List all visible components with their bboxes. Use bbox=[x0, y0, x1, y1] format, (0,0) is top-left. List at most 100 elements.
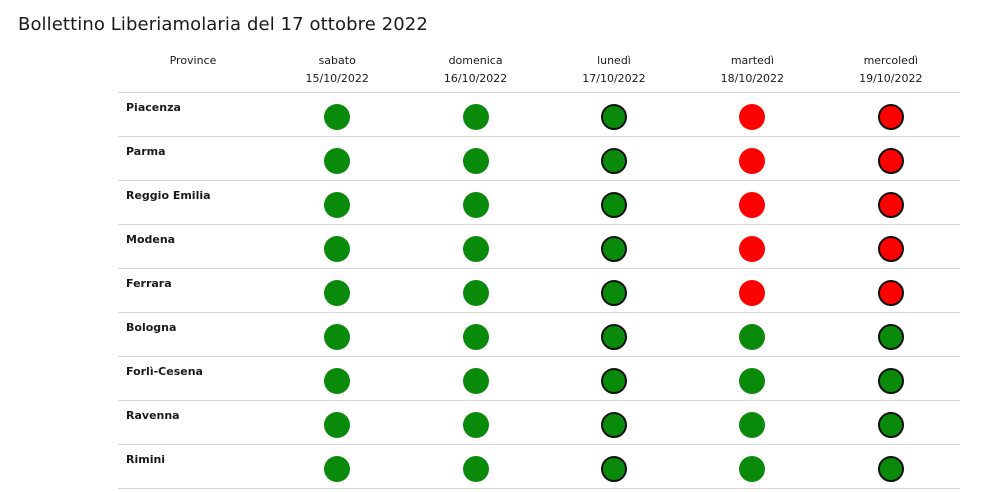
green-status-dot-icon bbox=[324, 103, 351, 130]
green-status-dot-icon bbox=[600, 103, 627, 130]
table-row: Rimini bbox=[118, 444, 960, 489]
province-name: Bologna bbox=[118, 312, 268, 357]
status-cell bbox=[683, 92, 822, 137]
green-status-dot-icon bbox=[462, 367, 489, 394]
bulletin-table: Province sabato 15/10/2022 domenica 16/10/… bbox=[118, 52, 960, 489]
green-status-dot-icon bbox=[324, 455, 351, 482]
status-cell bbox=[268, 268, 407, 313]
green-status-dot-icon bbox=[462, 235, 489, 262]
day-name: sabato bbox=[318, 54, 356, 67]
green-status-dot-icon bbox=[324, 191, 351, 218]
province-name: Piacenza bbox=[118, 92, 268, 137]
table-row: Forlì-Cesena bbox=[118, 356, 960, 401]
status-cell bbox=[406, 444, 545, 489]
green-status-dot-icon bbox=[462, 279, 489, 306]
status-cell bbox=[544, 356, 684, 401]
green-status-dot-icon bbox=[324, 367, 351, 394]
table-row: Piacenza bbox=[118, 92, 960, 137]
table-row: Reggio Emilia bbox=[118, 180, 960, 225]
day-date: 16/10/2022 bbox=[443, 72, 508, 85]
table-body: Piacenza Parma Reggio Emilia Modena Ferrara B… bbox=[118, 92, 960, 489]
green-status-dot-icon bbox=[739, 367, 766, 394]
status-cell bbox=[268, 312, 407, 357]
province-name: Ferrara bbox=[118, 268, 268, 313]
green-status-dot-icon bbox=[324, 147, 351, 174]
table-row: Modena bbox=[118, 224, 960, 269]
green-status-dot-icon bbox=[877, 367, 904, 394]
day-column-header: martedì 18/10/2022 bbox=[683, 52, 822, 93]
green-status-dot-icon bbox=[462, 323, 489, 350]
red-status-dot-icon bbox=[739, 191, 766, 218]
province-column-header: Province bbox=[118, 52, 268, 93]
status-cell bbox=[821, 444, 960, 489]
green-status-dot-icon bbox=[324, 279, 351, 306]
page-title: Bollettino Liberiamolaria del 17 ottobre… bbox=[18, 14, 428, 35]
status-cell bbox=[268, 92, 407, 137]
green-status-dot-icon bbox=[462, 147, 489, 174]
green-status-dot-icon bbox=[739, 411, 766, 438]
status-cell bbox=[268, 224, 407, 269]
red-status-dot-icon bbox=[739, 147, 766, 174]
status-cell bbox=[268, 180, 407, 225]
status-cell bbox=[544, 136, 684, 181]
green-status-dot-icon bbox=[600, 367, 627, 394]
day-date: 19/10/2022 bbox=[859, 72, 923, 85]
status-cell bbox=[683, 224, 822, 269]
green-status-dot-icon bbox=[324, 235, 351, 262]
status-cell bbox=[406, 268, 545, 313]
red-status-dot-icon bbox=[739, 279, 766, 306]
day-column-header: mercoledì 19/10/2022 bbox=[821, 52, 960, 93]
status-cell bbox=[683, 312, 822, 357]
status-cell bbox=[268, 444, 407, 489]
province-name: Ravenna bbox=[118, 400, 268, 445]
day-date: 18/10/2022 bbox=[720, 72, 785, 85]
status-cell bbox=[544, 224, 684, 269]
status-cell bbox=[683, 356, 822, 401]
day-name: martedì bbox=[730, 54, 774, 67]
red-status-dot-icon bbox=[877, 147, 904, 174]
status-cell bbox=[268, 136, 407, 181]
status-cell bbox=[406, 136, 545, 181]
status-cell bbox=[406, 92, 545, 137]
status-cell bbox=[406, 224, 545, 269]
day-date: 17/10/2022 bbox=[582, 72, 646, 85]
status-cell bbox=[683, 444, 822, 489]
red-status-dot-icon bbox=[877, 191, 904, 218]
status-cell bbox=[268, 400, 407, 445]
province-name: Modena bbox=[118, 224, 268, 269]
day-name: domenica bbox=[448, 54, 503, 67]
status-cell bbox=[683, 180, 822, 225]
green-status-dot-icon bbox=[462, 455, 489, 482]
table-row: Ravenna bbox=[118, 400, 960, 445]
status-cell bbox=[406, 180, 545, 225]
green-status-dot-icon bbox=[324, 411, 351, 438]
status-cell bbox=[821, 356, 960, 401]
table-header-row: Province sabato 15/10/2022 domenica 16/10/… bbox=[118, 52, 960, 93]
province-name: Reggio Emilia bbox=[118, 180, 268, 225]
status-cell bbox=[821, 92, 960, 137]
green-status-dot-icon bbox=[600, 235, 627, 262]
province-name: Rimini bbox=[118, 444, 268, 489]
green-status-dot-icon bbox=[600, 191, 627, 218]
status-cell bbox=[821, 224, 960, 269]
status-cell bbox=[268, 356, 407, 401]
green-status-dot-icon bbox=[739, 323, 766, 350]
province-name: Parma bbox=[118, 136, 268, 181]
green-status-dot-icon bbox=[600, 279, 627, 306]
status-cell bbox=[821, 400, 960, 445]
day-column-header: domenica 16/10/2022 bbox=[406, 52, 545, 93]
status-cell bbox=[544, 268, 684, 313]
green-status-dot-icon bbox=[324, 323, 351, 350]
green-status-dot-icon bbox=[877, 411, 904, 438]
status-cell bbox=[406, 400, 545, 445]
red-status-dot-icon bbox=[877, 235, 904, 262]
green-status-dot-icon bbox=[462, 411, 489, 438]
day-name: lunedì bbox=[597, 54, 631, 67]
red-status-dot-icon bbox=[739, 103, 766, 130]
status-cell bbox=[544, 312, 684, 357]
red-status-dot-icon bbox=[739, 235, 766, 262]
status-cell bbox=[821, 312, 960, 357]
status-cell bbox=[406, 312, 545, 357]
green-status-dot-icon bbox=[877, 455, 904, 482]
green-status-dot-icon bbox=[462, 103, 489, 130]
